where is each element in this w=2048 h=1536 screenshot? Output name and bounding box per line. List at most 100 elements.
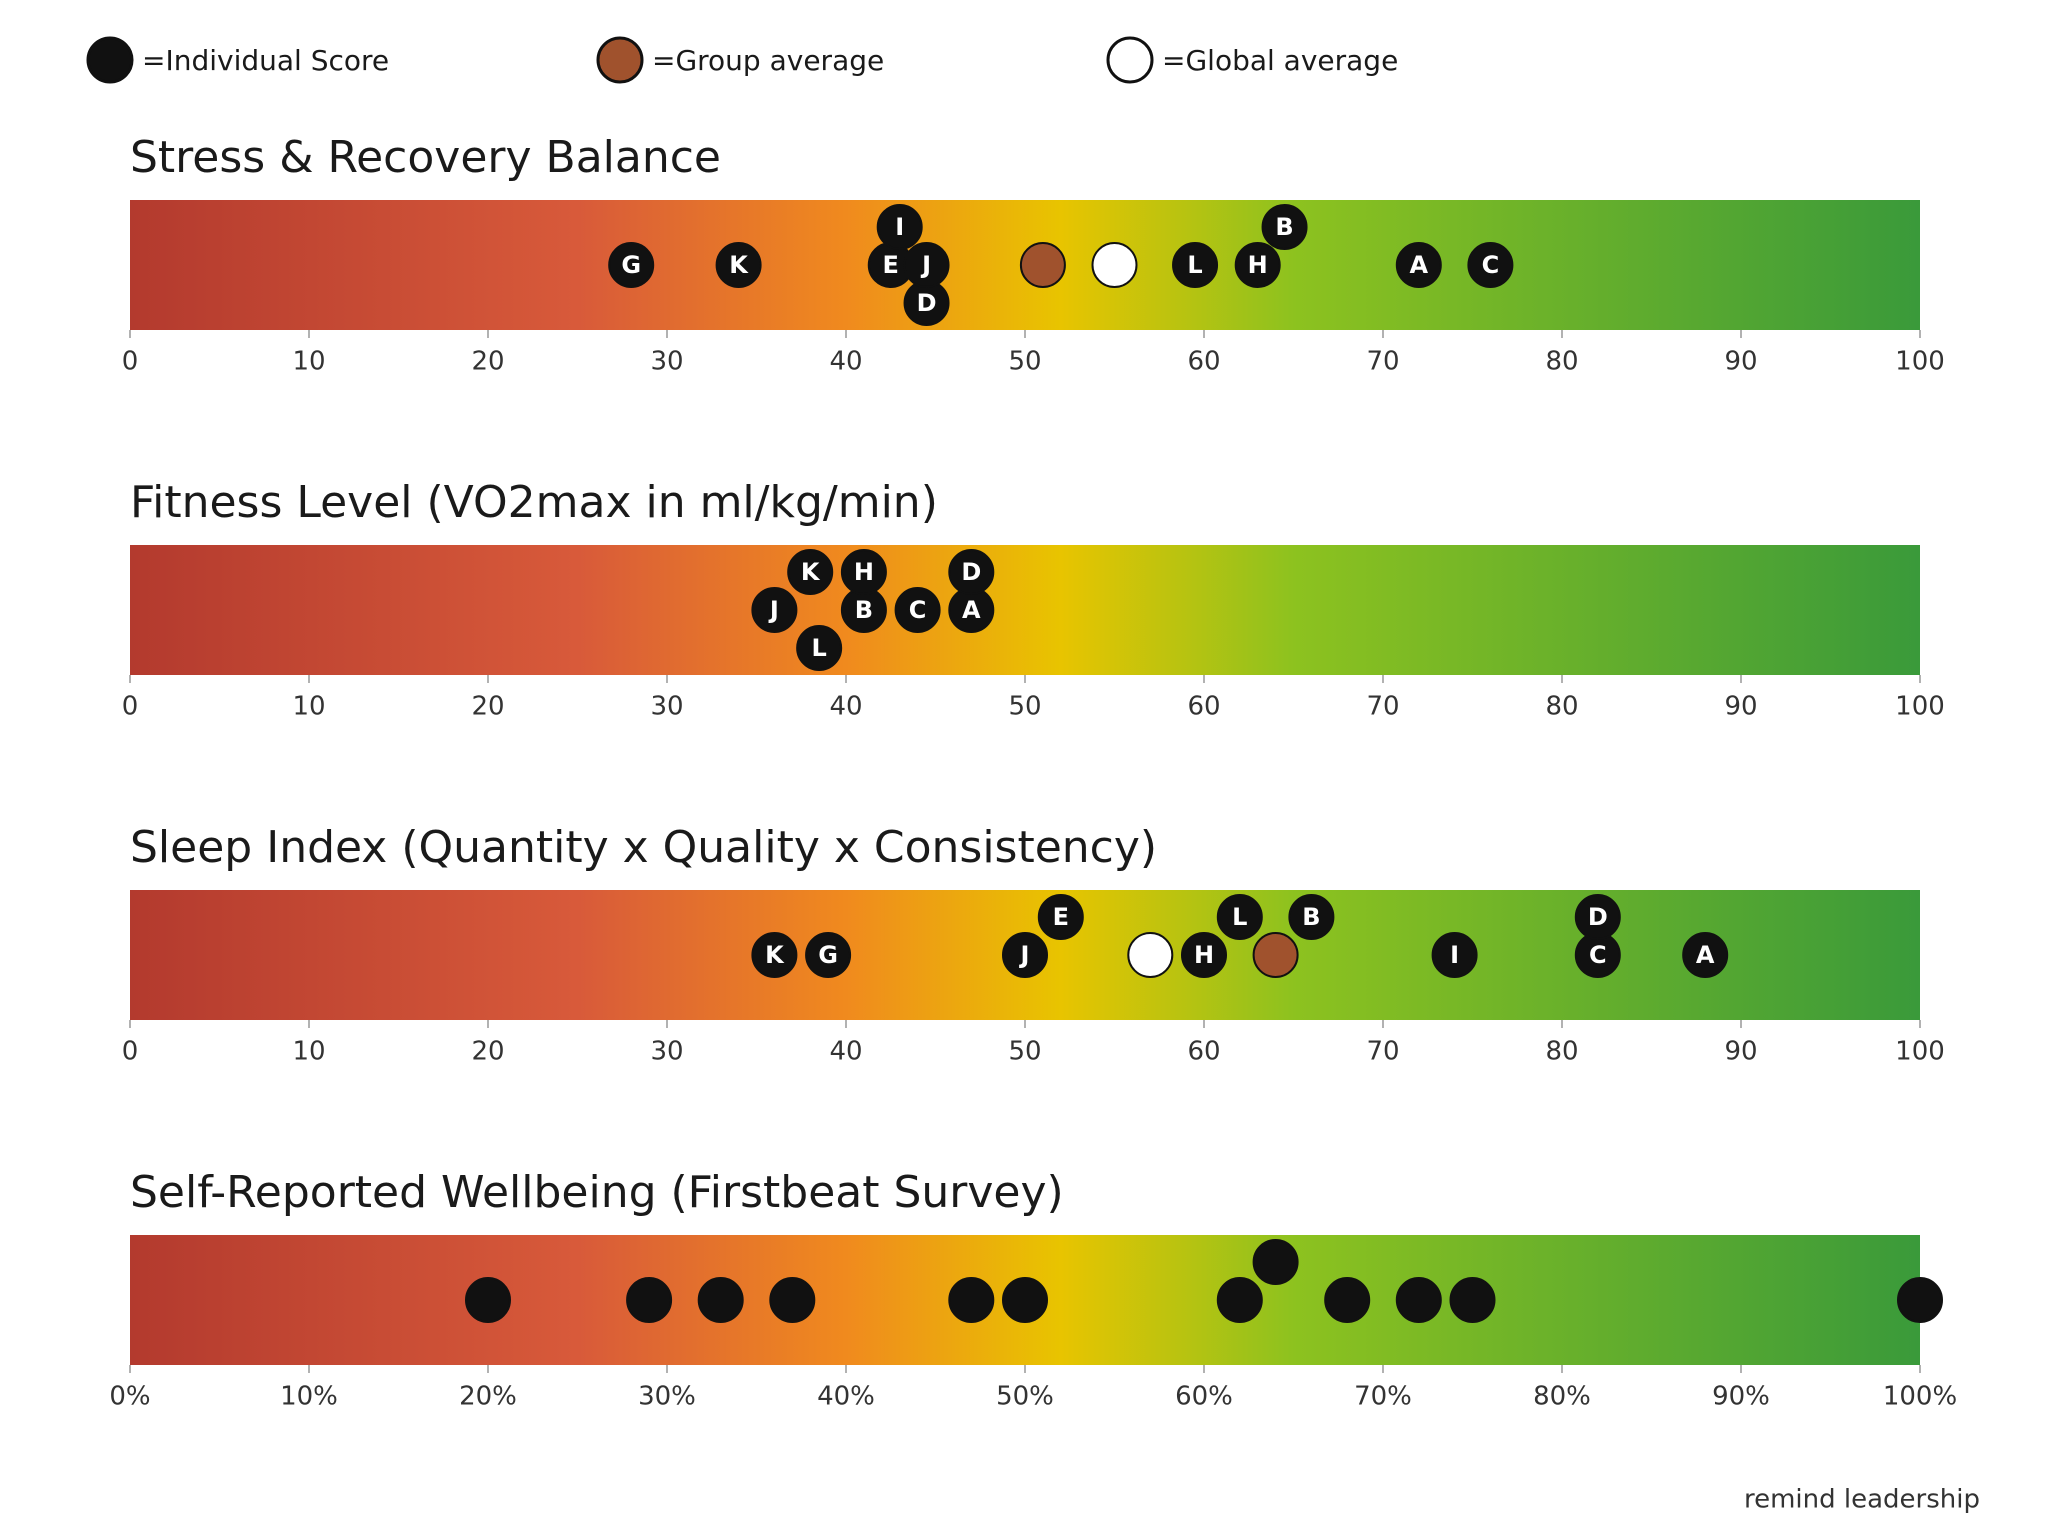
score-dot [1234,242,1281,288]
chart-title: Sleep Index (Quantity x Quality x Consis… [130,822,1157,873]
x-tick-label: 90 [1724,692,1757,722]
score-dot [626,1277,673,1323]
dot-label: D [917,289,937,317]
x-tick-label: 10 [292,347,325,377]
score-dot [751,932,798,978]
x-tick-label: 0% [109,1382,150,1412]
score-dot [876,204,923,250]
score-dot [1261,204,1308,250]
score-dot [1002,1277,1048,1323]
dot-label: H [854,558,874,586]
dot-label: A [1696,941,1715,969]
score-dot [1002,932,1048,978]
dot-label: I [895,213,904,241]
x-tick-label: 0 [122,692,139,722]
score-dot [1574,894,1621,940]
score-dot [1172,242,1219,288]
dot-label: B [855,596,873,624]
x-tick-label: 80 [1545,1037,1578,1067]
score-dot [1395,1277,1442,1323]
dot-label: K [765,941,785,969]
x-tick-label: 50 [1008,347,1041,377]
x-tick-label: 50% [996,1382,1054,1412]
x-tick-label: 20% [459,1382,517,1412]
legend-dot [86,36,134,84]
score-dot [1091,242,1138,288]
chart-title: Stress & Recovery Balance [130,132,721,183]
dot-label: G [818,941,838,969]
x-tick-label: 90% [1712,1382,1770,1412]
dot-label: H [1248,251,1268,279]
x-tick-label: 10 [292,692,325,722]
dot-label: I [1450,941,1459,969]
score-dot [1682,932,1729,978]
x-tick-label: 50 [1008,1037,1041,1067]
score-dot [697,1277,744,1323]
x-tick-label: 80 [1545,692,1578,722]
x-tick-label: 40 [829,347,862,377]
legend-label: =Individual Score [142,44,389,77]
chart-title: Self-Reported Wellbeing (Firstbeat Surve… [130,1167,1064,1218]
dot-label: B [1302,903,1320,931]
dot-label: K [801,558,821,586]
dot-label: H [1194,941,1214,969]
x-tick-label: 100 [1895,1037,1945,1067]
x-tick-label: 50 [1008,692,1041,722]
brand: remind leadership [1744,1485,1980,1515]
x-tick-label: 40 [829,1037,862,1067]
score-dot [1252,932,1299,978]
legend-dot [1106,36,1154,84]
dot-label: D [1588,903,1608,931]
score-dot [751,587,798,633]
x-tick-label: 30 [650,692,683,722]
legend-label: =Group average [652,44,884,77]
dot-label: C [909,596,927,624]
score-dot [1127,932,1174,978]
x-tick-label: 70% [1354,1382,1412,1412]
score-dot [715,242,762,288]
x-tick-label: 40 [829,692,862,722]
score-dot [1467,242,1514,288]
x-tick-label: 10% [280,1382,338,1412]
score-dot [840,549,887,595]
dot-label: B [1275,213,1293,241]
dot-label: L [812,634,827,662]
score-dot [1181,932,1227,978]
score-dot [903,242,950,288]
score-dot [1395,242,1442,288]
dot-label: L [1232,903,1247,931]
gradient-bar [130,545,1920,675]
score-dot [805,932,852,978]
x-tick-label: 20 [471,1037,504,1067]
dot-label: D [961,558,981,586]
score-dot [1324,1277,1371,1323]
dot-label: C [1589,941,1607,969]
x-tick-label: 80 [1545,347,1578,377]
score-dot [1216,894,1263,940]
x-tick-label: 100 [1895,347,1945,377]
dot-label: C [1482,251,1500,279]
score-dot [465,1277,511,1323]
x-tick-label: 0 [122,347,139,377]
x-tick-label: 70 [1366,347,1399,377]
score-dot [1037,894,1084,940]
x-tick-label: 20 [471,347,504,377]
x-tick-label: 90 [1724,1037,1757,1067]
x-tick-label: 70 [1366,692,1399,722]
dot-label: A [962,596,981,624]
x-tick-label: 60 [1187,692,1220,722]
score-dot [1216,1277,1263,1323]
dot-label: E [1053,903,1069,931]
chart-title: Fitness Level (VO2max in ml/kg/min) [130,477,938,528]
score-dot [948,1277,995,1323]
legend-label: =Global average [1162,44,1398,77]
x-tick-label: 30% [638,1382,696,1412]
score-dot [894,587,941,633]
dot-label: J [920,251,931,279]
x-tick-label: 20 [471,692,504,722]
x-tick-label: 60 [1187,347,1220,377]
x-tick-label: 40% [817,1382,875,1412]
score-dot [796,625,843,671]
x-tick-label: 0 [122,1037,139,1067]
dot-label: E [883,251,899,279]
